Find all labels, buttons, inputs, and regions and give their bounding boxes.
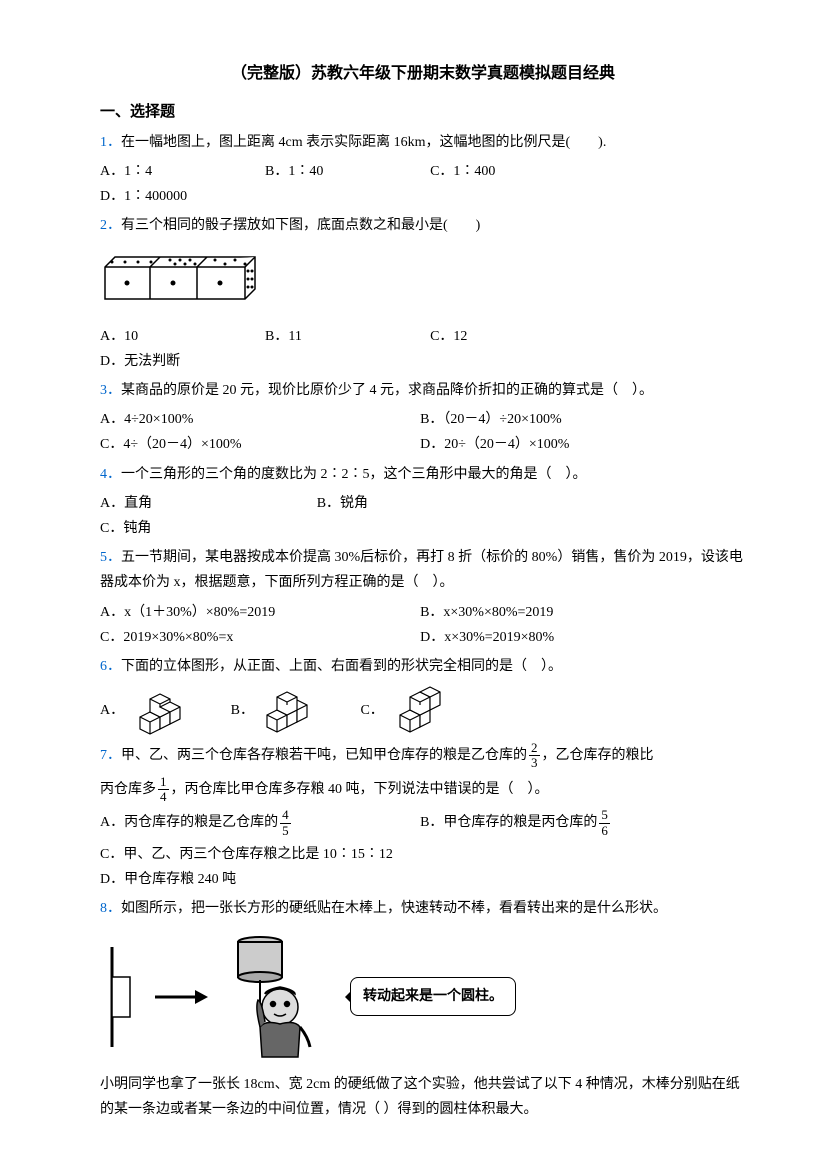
- q7-text-a: 甲、乙、两三个仓库各存粮若干吨，已知甲仓库存的粮是乙仓库的: [121, 748, 527, 763]
- q1-opt-d: D．1∶400000: [100, 184, 255, 209]
- q8-figure: 转动起来是一个圆柱。: [100, 932, 746, 1062]
- person-spinning-icon: [210, 932, 330, 1062]
- question-5: 5．五一节期间，某电器按成本价提高 30%后标价，再打 8 折（标价的 80%）…: [100, 545, 746, 595]
- cube-icon-a: [132, 685, 187, 735]
- q7-num: 7．: [100, 748, 121, 763]
- q7-options-cd: C．甲、乙、丙三个仓库存粮之比是 10∶15∶12 D．甲仓库存粮 240 吨: [100, 842, 746, 892]
- q7-text-c: 丙仓库多: [100, 782, 156, 797]
- q5-opt-b: B．x×30%×80%=2019: [420, 600, 730, 625]
- q5-num: 5．: [100, 550, 121, 565]
- q6-opt-c: C．: [360, 685, 446, 735]
- q1-num: 1．: [100, 135, 121, 150]
- doc-title: （完整版）苏教六年级下册期末数学真题模拟题目经典: [100, 60, 746, 89]
- q3-opt-b: B．（20－4）÷20×100%: [420, 407, 730, 432]
- question-3: 3．某商品的原价是 20 元，现价比原价少了 4 元，求商品降价折扣的正确的算式…: [100, 378, 746, 403]
- dice-figure: [100, 247, 746, 316]
- question-7b: 丙仓库多14，丙仓库比甲仓库多存粮 40 吨，下列说法中错误的是（ ）。: [100, 775, 746, 805]
- q6-num: 6．: [100, 659, 121, 674]
- q4-text: 一个三角形的三个角的度数比为 2∶2∶5，这个三角形中最大的角是（ ）。: [121, 467, 587, 482]
- q7-opt-d: D．甲仓库存粮 240 吨: [100, 867, 358, 892]
- q3-opt-a: A．4÷20×100%: [100, 407, 410, 432]
- q7-opt-a: A．丙仓库存的粮是乙仓库的45: [100, 808, 410, 838]
- q3-opt-d: D．20÷（20－4）×100%: [420, 432, 730, 457]
- q3-options: A．4÷20×100% B．（20－4）÷20×100% C．4÷（20－4）×…: [100, 407, 746, 457]
- question-8: 8．如图所示，把一张长方形的硬纸贴在木棒上，快速转动不棒，看看转出来的是什么形状…: [100, 896, 746, 921]
- question-2: 2．有三个相同的骰子摆放如下图，底面点数之和最小是( ): [100, 213, 746, 238]
- question-6: 6．下面的立体图形，从正面、上面、右面看到的形状完全相同的是（ ）。: [100, 654, 746, 679]
- q3-text: 某商品的原价是 20 元，现价比原价少了 4 元，求商品降价折扣的正确的算式是（…: [121, 383, 653, 398]
- q2-text: 有三个相同的骰子摆放如下图，底面点数之和最小是( ): [121, 218, 480, 233]
- rectangle-on-stick-icon: [100, 942, 150, 1052]
- q3-opt-c: C．4÷（20－4）×100%: [100, 432, 410, 457]
- q4-opt-b: B．锐角: [317, 491, 524, 516]
- q7-opt-c: C．甲、乙、丙三个仓库存粮之比是 10∶15∶12: [100, 842, 475, 867]
- question-1: 1．在一幅地图上，图上距离 4cm 表示实际距离 16km，这幅地图的比例尺是(…: [100, 130, 746, 155]
- q2-opt-b: B．11: [265, 324, 420, 349]
- q1-opt-c: C．1∶400: [430, 159, 585, 184]
- q4-num: 4．: [100, 467, 121, 482]
- q7-text-b: ，乙仓库存的粮比: [542, 748, 654, 763]
- question-7: 7．甲、乙、两三个仓库各存粮若干吨，已知甲仓库存的粮是乙仓库的23，乙仓库存的粮…: [100, 741, 746, 771]
- q2-opt-d: D．无法判断: [100, 349, 255, 374]
- speech-bubble: 转动起来是一个圆柱。: [350, 977, 516, 1016]
- q6-text: 下面的立体图形，从正面、上面、右面看到的形状完全相同的是（ ）。: [121, 659, 562, 674]
- q5-opt-c: C．2019×30%×80%=x: [100, 625, 410, 650]
- q1-opt-b: B．1∶40: [265, 159, 420, 184]
- section-header: 一、选择题: [100, 99, 746, 126]
- q6-opt-a: A．: [100, 685, 187, 735]
- arrow-icon: [150, 982, 210, 1012]
- q8-num: 8．: [100, 901, 121, 916]
- q8-text2: 小明同学也拿了一张长 18cm、宽 2cm 的硬纸做了这个实验，他共尝试了以下 …: [100, 1072, 746, 1122]
- cube-icon-b: [262, 685, 317, 735]
- q5-opt-d: D．x×30%=2019×80%: [420, 625, 730, 650]
- q6-options: A． B． C．: [100, 685, 746, 735]
- q6-opt-a-label: A．: [100, 698, 124, 723]
- q4-opt-c: C．钝角: [100, 516, 307, 541]
- question-4: 4．一个三角形的三个角的度数比为 2∶2∶5，这个三角形中最大的角是（ ）。: [100, 462, 746, 487]
- q1-options: A．1∶4 B．1∶40 C．1∶400 D．1∶400000: [100, 159, 746, 209]
- frac-5-6: 56: [599, 808, 610, 838]
- frac-4-5: 45: [280, 808, 291, 838]
- q6-opt-c-label: C．: [360, 698, 383, 723]
- q2-num: 2．: [100, 218, 121, 233]
- q2-opt-c: C．12: [430, 324, 585, 349]
- q7-text-d: ，丙仓库比甲仓库多存粮 40 吨，下列说法中错误的是（ ）。: [171, 782, 549, 797]
- q3-num: 3．: [100, 383, 121, 398]
- q4-options: A．直角 B．锐角 C．钝角: [100, 491, 746, 541]
- q5-text: 五一节期间，某电器按成本价提高 30%后标价，再打 8 折（标价的 80%）销售…: [100, 550, 743, 590]
- q1-text: 在一幅地图上，图上距离 4cm 表示实际距离 16km，这幅地图的比例尺是( )…: [121, 135, 606, 150]
- q4-opt-a: A．直角: [100, 491, 307, 516]
- cube-icon-c: [392, 685, 447, 735]
- q2-opt-a: A．10: [100, 324, 255, 349]
- q7-opt-b: B．甲仓库存的粮是丙仓库的56: [420, 808, 730, 838]
- q8-text: 如图所示，把一张长方形的硬纸贴在木棒上，快速转动不棒，看看转出来的是什么形状。: [121, 901, 667, 916]
- q2-options: A．10 B．11 C．12 D．无法判断: [100, 324, 746, 374]
- frac-2-3: 23: [529, 741, 540, 771]
- frac-1-4: 14: [158, 775, 169, 805]
- q1-opt-a: A．1∶4: [100, 159, 255, 184]
- q6-opt-b: B．: [231, 685, 317, 735]
- q6-opt-b-label: B．: [231, 698, 254, 723]
- q5-opt-a: A．x（1＋30%）×80%=2019: [100, 600, 410, 625]
- q7-options-ab: A．丙仓库存的粮是乙仓库的45 B．甲仓库存的粮是丙仓库的56: [100, 808, 746, 838]
- q5-options: A．x（1＋30%）×80%=2019 B．x×30%×80%=2019 C．2…: [100, 600, 746, 650]
